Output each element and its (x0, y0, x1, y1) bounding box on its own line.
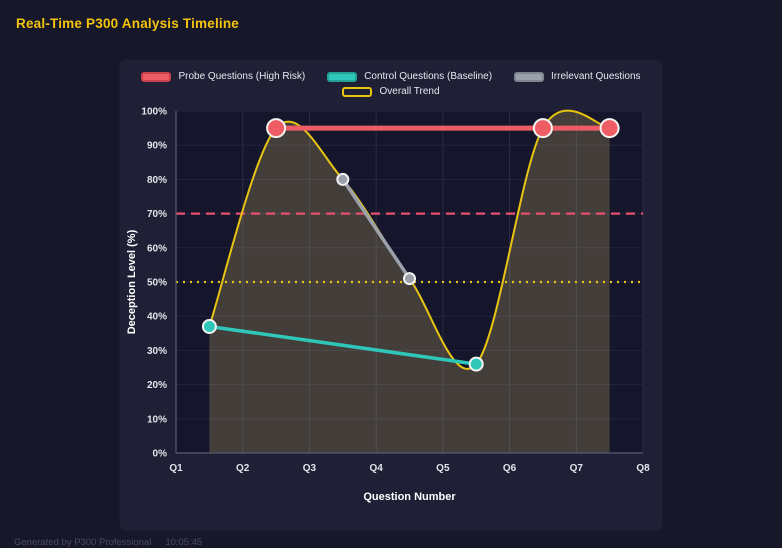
legend-swatch-trend (342, 86, 373, 97)
svg-text:100%: 100% (141, 107, 167, 118)
legend-swatch-control (327, 71, 358, 82)
legend-item-control[interactable]: Control Questions (Baseline) (327, 71, 492, 82)
svg-text:Q4: Q4 (369, 463, 383, 474)
legend-item-irrelevant[interactable]: Irrelevant Questions (514, 71, 641, 82)
chart-legend: Probe Questions (High Risk) Control Ques… (120, 60, 662, 97)
svg-text:Q1: Q1 (169, 463, 183, 474)
svg-text:Q3: Q3 (303, 463, 317, 474)
svg-text:Deception Level (%): Deception Level (%) (126, 229, 138, 334)
legend-label-trend: Overall Trend (379, 86, 440, 97)
svg-text:Q2: Q2 (236, 463, 250, 474)
footer: Generated by P300 Professional 10:05:45 (14, 537, 216, 548)
svg-text:50%: 50% (147, 278, 167, 289)
svg-text:80%: 80% (147, 175, 167, 186)
svg-text:Q7: Q7 (570, 463, 584, 474)
legend-item-probe[interactable]: Probe Questions (High Risk) (141, 71, 305, 82)
svg-text:0%: 0% (153, 449, 168, 460)
svg-text:10%: 10% (147, 414, 167, 425)
legend-label-probe: Probe Questions (High Risk) (178, 71, 306, 82)
chart-canvas[interactable]: Q1 Q2 Q3 Q4 Q5 Q6 Q7 Q8 0% 10% 20% 30% 40% 50% 60% 70% 8… (121, 99, 661, 507)
legend-row-1: Probe Questions (High Risk) Control Ques… (120, 71, 662, 82)
svg-text:Question Number: Question Number (363, 491, 456, 503)
page-title: Real-Time P300 Analysis Timeline (16, 16, 240, 31)
legend-label-control: Control Questions (Baseline) (364, 71, 493, 82)
svg-text:70%: 70% (147, 209, 167, 220)
svg-text:40%: 40% (147, 312, 167, 323)
legend-swatch-probe (141, 71, 172, 82)
svg-text:Q6: Q6 (503, 463, 517, 474)
legend-label-irrelevant: Irrelevant Questions (551, 71, 641, 82)
svg-text:30%: 30% (147, 346, 167, 357)
legend-row-2: Overall Trend (120, 86, 662, 97)
legend-swatch-irrelevant (514, 71, 545, 82)
legend-item-trend[interactable]: Overall Trend (342, 86, 440, 97)
svg-text:60%: 60% (147, 243, 167, 254)
chart-panel: Probe Questions (High Risk) Control Ques… (120, 60, 662, 530)
svg-text:Q8: Q8 (636, 463, 650, 474)
footer-generated-by: Generated by P300 Professional (14, 537, 152, 548)
footer-time: 10:05:45 (165, 537, 203, 548)
svg-text:20%: 20% (147, 380, 167, 391)
svg-text:90%: 90% (147, 141, 167, 152)
svg-text:Q5: Q5 (436, 463, 450, 474)
